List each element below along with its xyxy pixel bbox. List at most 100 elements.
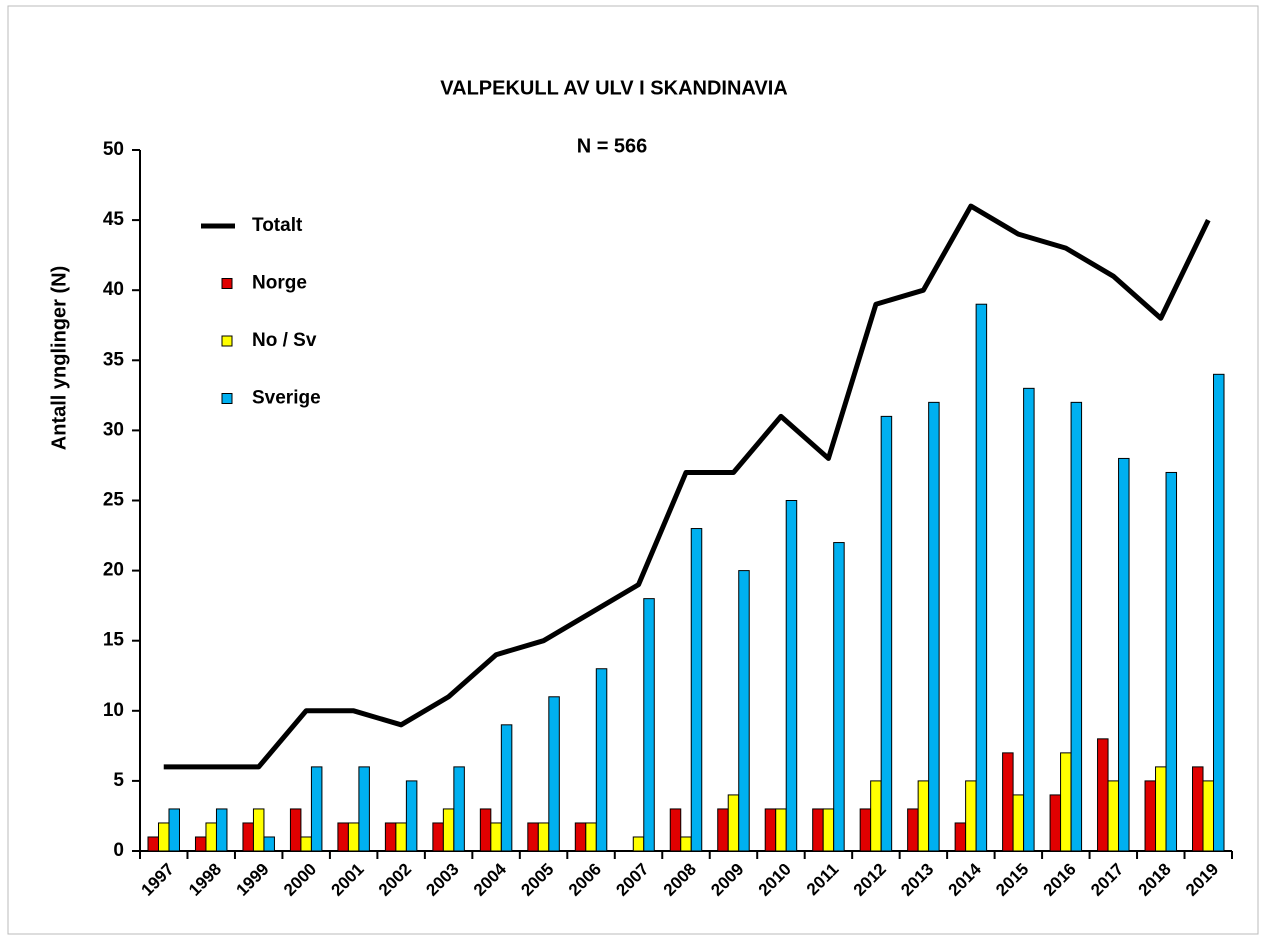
bar xyxy=(215,808,228,852)
legend-marker xyxy=(221,278,233,289)
bar xyxy=(680,836,692,852)
bar xyxy=(490,822,502,852)
bar xyxy=(859,808,872,852)
x-tick-label: 2010 xyxy=(755,860,795,900)
bar xyxy=(574,822,587,852)
bar xyxy=(194,836,207,852)
bar xyxy=(785,500,798,852)
bar xyxy=(1012,794,1025,852)
bar xyxy=(537,822,550,852)
x-tick-label: 2017 xyxy=(1087,860,1127,900)
x-tick-label: 2016 xyxy=(1040,860,1080,900)
y-tick-label: 45 xyxy=(103,209,125,230)
bar xyxy=(880,415,893,852)
x-tick-label: 2019 xyxy=(1182,860,1222,900)
bar xyxy=(595,668,608,852)
x-tick-label: 1997 xyxy=(138,860,178,900)
bar xyxy=(300,836,312,852)
bar xyxy=(242,822,254,852)
bar xyxy=(157,822,170,852)
bar xyxy=(337,822,349,852)
legend-label: No / Sv xyxy=(252,330,317,351)
y-tick-label: 40 xyxy=(103,279,124,300)
bar xyxy=(384,822,397,852)
frame xyxy=(7,5,1259,935)
x-tick-label: 2004 xyxy=(470,859,511,900)
y-tick-label: 5 xyxy=(113,770,124,791)
y-tick-label: 35 xyxy=(103,349,125,370)
x-tick-label: 2003 xyxy=(422,860,462,900)
bar xyxy=(954,822,967,852)
bar xyxy=(310,766,323,852)
y-axis-label: Antall ynglinger (N) xyxy=(48,266,70,450)
bar xyxy=(479,808,492,852)
bar xyxy=(907,808,919,852)
x-tick-label: 2002 xyxy=(375,860,415,900)
x-tick-label: 2008 xyxy=(660,860,700,900)
legend-label: Sverige xyxy=(252,388,321,409)
legend-marker xyxy=(221,335,233,347)
bar xyxy=(738,570,750,852)
bar xyxy=(822,808,835,852)
legend-label: Norge xyxy=(252,273,307,294)
y-tick-label: 10 xyxy=(103,700,124,721)
x-tick-label: 2007 xyxy=(612,860,652,900)
bar xyxy=(1002,752,1014,852)
bar xyxy=(643,598,655,852)
bar xyxy=(347,822,360,852)
bar xyxy=(289,808,302,852)
bar xyxy=(1023,387,1035,852)
x-tick-label: 2014 xyxy=(945,859,986,900)
bar xyxy=(442,808,455,852)
x-tick-label: 1999 xyxy=(233,860,273,900)
bar xyxy=(263,836,275,852)
y-tick-label: 15 xyxy=(103,630,125,651)
bar xyxy=(917,780,930,852)
y-tick-label: 30 xyxy=(103,419,124,440)
bar xyxy=(632,836,645,852)
x-tick-label: 2009 xyxy=(707,860,747,900)
chart-title: VALPEKULL AV ULV I SKANDINAVIA xyxy=(440,77,787,99)
bar xyxy=(690,528,703,852)
x-tick-label: 1998 xyxy=(185,860,225,900)
bar xyxy=(1155,766,1167,852)
bar xyxy=(775,808,787,852)
bar xyxy=(669,808,682,852)
bar xyxy=(252,808,265,852)
bar xyxy=(812,808,824,852)
x-tick-label: 2018 xyxy=(1135,860,1175,900)
x-tick-label: 2012 xyxy=(850,860,890,900)
bar xyxy=(205,822,217,852)
bar xyxy=(1049,794,1062,852)
line xyxy=(163,203,1211,770)
bar xyxy=(833,542,845,852)
bar xyxy=(1213,373,1225,852)
bar xyxy=(358,766,370,852)
x-tick-label: 2005 xyxy=(517,860,557,900)
bar xyxy=(727,794,740,852)
x-tick-label: 2013 xyxy=(897,860,937,900)
bar xyxy=(147,836,159,852)
bar xyxy=(395,822,407,852)
bar xyxy=(1097,738,1109,852)
bar xyxy=(405,780,418,852)
legend-label: Totalt xyxy=(252,215,303,236)
y-tick-label: 25 xyxy=(103,490,125,511)
bar xyxy=(1165,471,1178,852)
x-tick-label: 2015 xyxy=(992,860,1032,900)
bar xyxy=(527,822,539,852)
bar xyxy=(870,780,882,852)
bar xyxy=(453,766,465,852)
bar xyxy=(585,822,597,852)
bar xyxy=(548,696,560,852)
bar xyxy=(432,822,444,852)
bar xyxy=(1144,780,1157,852)
legend-marker xyxy=(221,393,233,404)
chart-subtitle: N = 566 xyxy=(577,135,648,157)
bar xyxy=(1070,401,1083,852)
bar xyxy=(764,808,777,852)
y-tick-label: 0 xyxy=(113,840,124,861)
x-tick-label: 2011 xyxy=(803,860,843,900)
